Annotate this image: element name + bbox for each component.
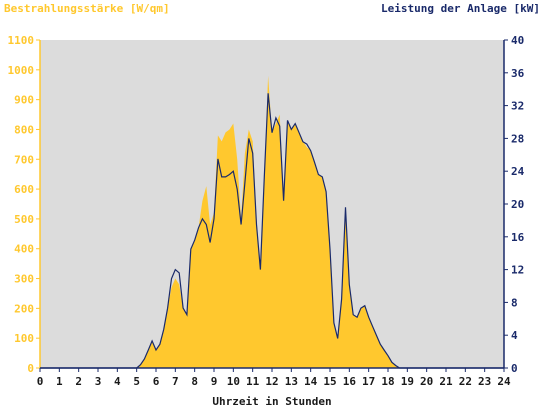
x-tick-label: 17 [362,375,375,388]
left-tick-label: 700 [14,153,34,166]
right-tick-label: 36 [511,67,525,80]
right-tick-label: 4 [511,329,518,342]
x-tick-label: 3 [95,375,102,388]
right-tick-label: 8 [511,296,518,309]
x-tick-label: 16 [343,375,357,388]
x-tick-label: 6 [153,375,160,388]
left-axis-title: Bestrahlungsstärke [W/qm] [4,2,170,15]
left-tick-label: 300 [14,273,34,286]
right-tick-label: 16 [511,231,525,244]
irradiance-area [40,75,504,369]
x-tick-label: 18 [381,375,394,388]
left-tick-label: 0 [27,362,34,375]
left-tick-label: 100 [14,332,34,345]
left-tick-label: 200 [14,302,34,315]
right-tick-label: 12 [511,264,524,277]
right-tick-label: 24 [511,165,525,178]
x-tick-label: 24 [497,375,511,388]
x-tick-label: 14 [304,375,318,388]
right-tick-label: 32 [511,100,524,113]
left-tick-label: 500 [14,213,34,226]
x-tick-label: 1 [56,375,63,388]
x-tick-label: 9 [211,375,218,388]
right-tick-label: 40 [511,34,524,47]
left-tick-label: 400 [14,243,34,256]
x-tick-label: 15 [323,375,336,388]
x-tick-label: 12 [265,375,278,388]
x-tick-label: 0 [37,375,44,388]
x-tick-label: 4 [114,375,121,388]
x-tick-label: 20 [420,375,433,388]
left-tick-label: 900 [14,94,34,107]
x-tick-label: 10 [227,375,240,388]
left-tick-label: 800 [14,123,34,136]
x-tick-label: 22 [459,375,472,388]
x-tick-label: 2 [75,375,82,388]
power-line [40,93,504,369]
x-tick-label: 7 [172,375,179,388]
x-tick-label: 21 [439,375,453,388]
left-tick-label: 600 [14,183,34,196]
x-tick-label: 13 [285,375,298,388]
right-tick-label: 0 [511,362,518,375]
left-tick-label: 1100 [8,34,35,47]
right-tick-label: 28 [511,132,524,145]
right-axis-title: Leistung der Anlage [kW] [381,2,540,15]
x-tick-label: 23 [478,375,491,388]
x-tick-label: 11 [246,375,260,388]
x-axis-title: Uhrzeit in Stunden [212,395,332,408]
x-tick-label: 8 [191,375,198,388]
x-tick-label: 19 [401,375,414,388]
left-tick-label: 1000 [8,64,35,77]
x-tick-label: 5 [133,375,140,388]
right-tick-label: 20 [511,198,524,211]
